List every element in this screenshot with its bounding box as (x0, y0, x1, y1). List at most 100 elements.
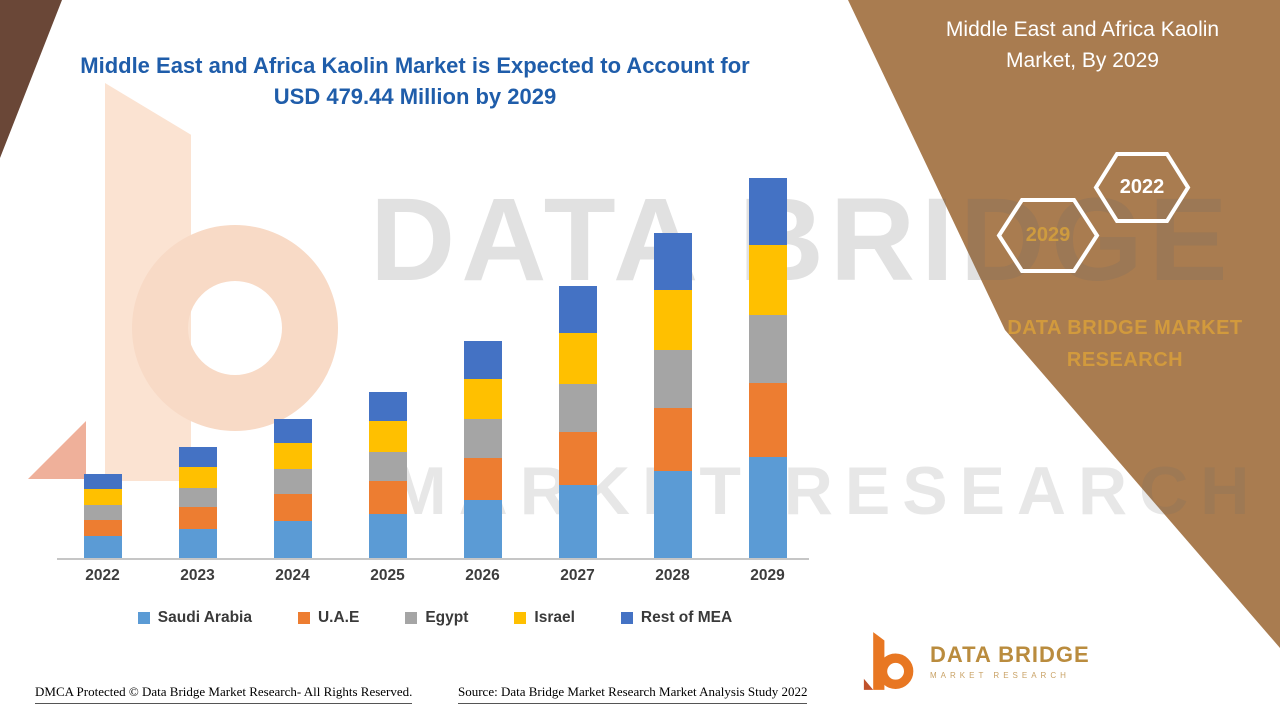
legend-swatch (620, 612, 633, 624)
legend-swatch (514, 612, 527, 624)
databridge-logo-text: DATA BRIDGE MARKET RESEARCH (930, 642, 1090, 680)
legend-item-u-a-e: U.A.E (297, 609, 360, 627)
bar-segment-egypt (368, 451, 407, 482)
legend-item-egypt: Egypt (405, 609, 468, 627)
bar-slot: 2027 (530, 178, 625, 585)
source-text: Source: Data Bridge Market Research Mark… (458, 684, 808, 704)
legend-label: Israel (534, 609, 575, 626)
hexagon-2029-label: 2029 (1025, 224, 1071, 246)
bar-segment-saudi-arabia (273, 520, 312, 558)
bar-segment-israel (273, 443, 312, 470)
x-axis-label: 2028 (655, 567, 690, 584)
bar-segment-saudi-arabia (178, 528, 217, 558)
x-axis-label: 2026 (465, 567, 500, 584)
stacked-bar-2028 (653, 232, 692, 558)
chart-title-line2: USD 479.44 Million by 2029 (273, 84, 557, 109)
bar-segment-u-a-e (748, 383, 787, 457)
legend-swatch (297, 612, 310, 624)
bar-segment-israel (748, 244, 787, 315)
bar-segment-u-a-e (463, 458, 502, 501)
bar-segment-saudi-arabia (558, 485, 597, 558)
bar-slot: 2024 (245, 178, 340, 585)
stacked-bar-chart: 2022 2023 2024 2025 2026 2027 2028 2029 Saudi A… (55, 178, 815, 627)
bar-segment-saudi-arabia (653, 470, 692, 558)
bar-segment-israel (178, 466, 217, 488)
bar-slot: 2028 (625, 178, 720, 585)
bar-segment-u-a-e (273, 493, 312, 521)
bar-segment-israel (83, 489, 122, 505)
legend-swatch (405, 612, 418, 624)
bar-segment-egypt (178, 487, 217, 508)
bar-segment-egypt (83, 504, 122, 521)
databridge-logo: DATA BRIDGE MARKET RESEARCH (862, 630, 1090, 692)
chart-legend: Saudi Arabia U.A.E Egypt Israel Rest of MEA (55, 609, 815, 627)
bar-segment-saudi-arabia (748, 456, 787, 558)
watermark-text-line1: DATA BRIDGE (370, 174, 1234, 306)
plot-area: 2022 2023 2024 2025 2026 2027 2028 2029 (55, 178, 815, 585)
bar-segment-rest-of-mea (273, 418, 312, 444)
logo-subtitle: MARKET RESEARCH (930, 671, 1070, 680)
stacked-bar-2029 (748, 178, 787, 558)
stacked-bar-2023 (178, 447, 217, 558)
watermark-logo-b (20, 75, 350, 495)
x-axis-label: 2024 (275, 567, 310, 584)
bar-segment-u-a-e (368, 481, 407, 514)
watermark-text-line2: MARKET RESEARCH (390, 453, 1262, 529)
bar-segment-saudi-arabia (83, 535, 122, 558)
legend-item-saudi-arabia: Saudi Arabia (137, 609, 252, 627)
hexagon-2029 (996, 198, 1100, 273)
panel-title-line2: Market, By 2029 (1006, 49, 1159, 72)
legend-label: Saudi Arabia (157, 609, 252, 626)
bar-slot: 2029 (720, 178, 815, 585)
bar-segment-rest-of-mea (178, 447, 217, 467)
bar-segment-egypt (558, 383, 597, 433)
bar-segment-u-a-e (558, 432, 597, 486)
bar-segment-egypt (463, 419, 502, 459)
panel-title: Middle East and Africa Kaolin Market, By… (900, 14, 1265, 76)
panel-title-line1: Middle East and Africa Kaolin (945, 18, 1220, 41)
x-axis-label: 2022 (85, 567, 120, 584)
brand-text-line1: DATA BRIDGE MARKET (1007, 317, 1243, 339)
hexagon-2022-label: 2022 (1119, 176, 1165, 198)
brand-text-line2: RESEARCH (1066, 349, 1184, 371)
legend-item-israel: Israel (514, 609, 575, 627)
chart-title: Middle East and Africa Kaolin Market is … (45, 50, 785, 112)
bar-segment-egypt (653, 349, 692, 408)
stacked-bar-2022 (83, 474, 122, 558)
logo-name: DATA BRIDGE (930, 642, 1090, 667)
stacked-bar-2027 (558, 285, 597, 558)
stacked-bar-2024 (273, 418, 312, 558)
legend-swatch (137, 612, 150, 624)
hexagon-2022 (1093, 152, 1191, 223)
dmca-text: DMCA Protected © Data Bridge Market Rese… (35, 684, 413, 704)
brand-text: DATA BRIDGE MARKET RESEARCH (1000, 312, 1250, 376)
x-axis-label: 2023 (180, 567, 215, 584)
x-axis-label: 2025 (370, 567, 405, 584)
bar-segment-rest-of-mea (463, 341, 502, 380)
bar-slot: 2022 (55, 178, 150, 585)
bar-segment-u-a-e (178, 507, 217, 529)
bar-segment-u-a-e (653, 407, 692, 471)
bar-segment-egypt (273, 469, 312, 494)
bar-segment-rest-of-mea (368, 391, 407, 422)
bar-segment-rest-of-mea (558, 285, 597, 334)
bar-segment-saudi-arabia (463, 500, 502, 558)
bar-segment-saudi-arabia (368, 513, 407, 558)
stacked-bar-2025 (368, 391, 407, 558)
legend-item-rest-of-mea: Rest of MEA (620, 609, 733, 627)
bar-segment-rest-of-mea (653, 232, 692, 290)
legend-label: Egypt (425, 609, 469, 626)
bar-segment-u-a-e (83, 520, 122, 536)
bar-slot: 2026 (435, 178, 530, 585)
bar-segment-israel (463, 379, 502, 420)
bar-slot: 2023 (150, 178, 245, 585)
legend-label: Rest of MEA (640, 609, 733, 626)
bar-segment-rest-of-mea (748, 178, 787, 245)
bar-segment-egypt (748, 314, 787, 384)
watermark-b-triangle (28, 421, 86, 479)
chart-title-line1: Middle East and Africa Kaolin Market is … (80, 53, 750, 78)
bar-segment-rest-of-mea (83, 474, 122, 490)
bar-segment-israel (653, 289, 692, 350)
legend-label: U.A.E (317, 609, 360, 626)
